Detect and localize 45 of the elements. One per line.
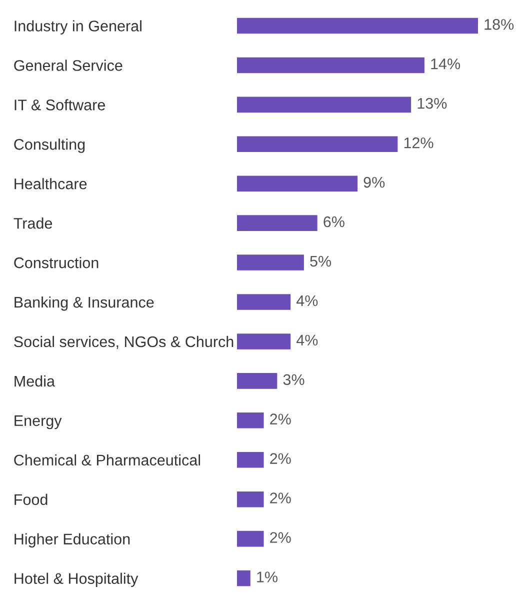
data-label: 2% — [270, 532, 291, 543]
y-tick-label: Food — [14, 494, 48, 506]
data-label: 1% — [257, 572, 278, 582]
data-label: 4% — [296, 334, 318, 346]
bar — [237, 294, 291, 310]
y-tick-label: Social services, NGOs & Church — [14, 336, 234, 349]
data-label: 2% — [270, 492, 291, 504]
bar — [237, 254, 304, 270]
data-label: 18% — [484, 19, 514, 30]
bar — [237, 452, 264, 468]
bar — [237, 491, 264, 508]
data-label: 6% — [324, 216, 344, 228]
data-label: 5% — [310, 256, 332, 267]
y-tick-label: Trade — [14, 218, 52, 229]
bar — [237, 176, 358, 192]
data-label: 14% — [431, 58, 460, 70]
data-label: 2% — [270, 414, 291, 424]
data-label: 2% — [270, 453, 291, 464]
bar — [237, 57, 424, 74]
y-tick-label: Banking & Insurance — [14, 296, 154, 311]
y-tick-label: Consulting — [14, 138, 85, 153]
bar — [237, 570, 250, 586]
y-tick-label: Industry in General — [14, 20, 142, 34]
data-label: 3% — [283, 374, 304, 386]
data-label: 12% — [404, 137, 434, 148]
bar — [237, 412, 264, 428]
bar — [237, 530, 264, 547]
y-tick-label: Hotel & Hospitality — [14, 572, 138, 587]
bar — [237, 373, 278, 389]
y-tick-label: Media — [14, 375, 55, 387]
bar — [237, 18, 478, 34]
y-tick-label: IT & Software — [14, 99, 105, 110]
bar — [237, 96, 412, 113]
bar — [237, 136, 398, 152]
data-label: 13% — [418, 98, 447, 109]
y-tick-label: Energy — [14, 415, 62, 430]
y-tick-label: Construction — [14, 257, 98, 268]
data-label: 9% — [364, 176, 385, 188]
y-tick-label: Healthcare — [14, 178, 87, 190]
y-tick-label: Chemical & Pharmaceutical — [14, 454, 200, 466]
data-label: 4% — [296, 295, 318, 306]
bar — [237, 215, 318, 231]
bar — [237, 334, 291, 350]
y-tick-label: Higher Education — [14, 533, 130, 548]
y-tick-label: General Service — [14, 60, 122, 71]
